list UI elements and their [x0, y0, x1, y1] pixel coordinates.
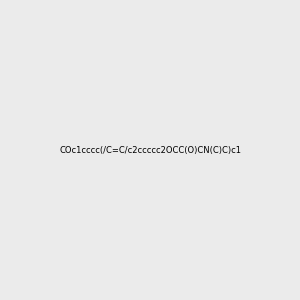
Text: COc1cccc(/C=C/c2ccccc2OCC(O)CN(C)C)c1: COc1cccc(/C=C/c2ccccc2OCC(O)CN(C)C)c1	[59, 146, 241, 154]
